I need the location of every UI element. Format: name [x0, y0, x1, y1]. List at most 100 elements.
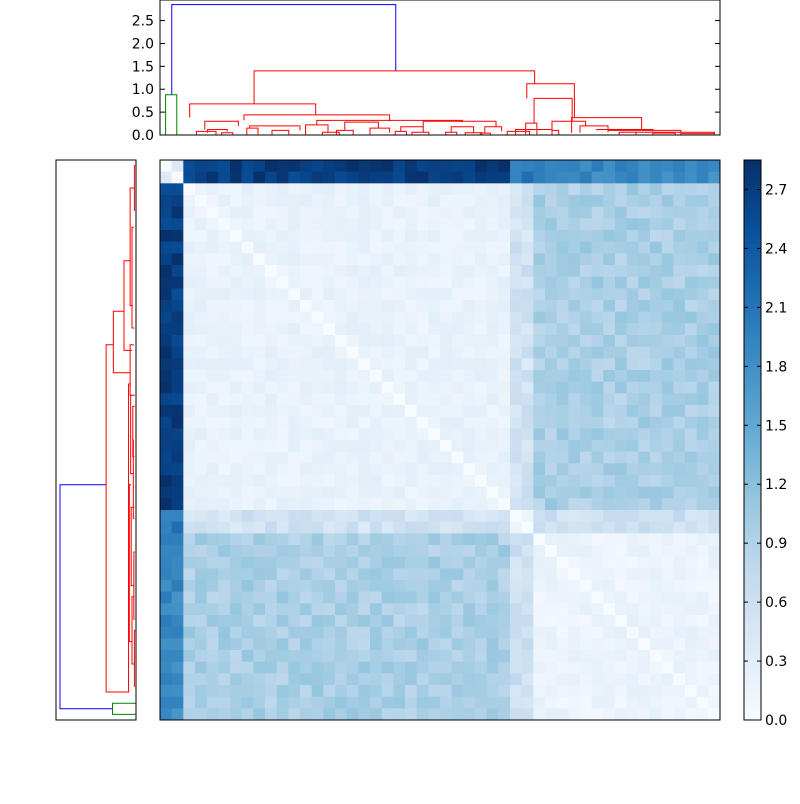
heatmap-cell	[568, 638, 581, 651]
heatmap-cell	[696, 241, 709, 254]
heatmap-cell	[696, 510, 709, 523]
colorbar-segment	[744, 360, 761, 365]
heatmap-cell	[416, 591, 429, 604]
heatmap-cell	[440, 510, 453, 523]
heatmap-cell	[428, 358, 441, 371]
heatmap-cell	[370, 428, 383, 441]
heatmap-cell	[206, 568, 219, 581]
heatmap-cell	[346, 311, 359, 324]
heatmap-cell	[358, 381, 371, 394]
heatmap-cell	[171, 685, 184, 698]
heatmap-cell	[521, 510, 534, 523]
heatmap-cell	[556, 416, 569, 429]
heatmap-cell	[708, 160, 721, 173]
heatmap-cell	[288, 311, 301, 324]
heatmap-cell	[603, 288, 616, 301]
colorbar-segment	[744, 648, 761, 653]
heatmap-cell	[346, 615, 359, 628]
colorbar-segment	[744, 600, 761, 605]
heatmap-cell	[241, 241, 254, 254]
heatmap-cell	[498, 650, 511, 663]
heatmap-cell	[440, 440, 453, 453]
top-dendrogram-link	[464, 132, 483, 135]
heatmap-cell	[510, 451, 523, 464]
heatmap-cell	[568, 230, 581, 243]
heatmap-cell	[451, 393, 464, 406]
heatmap-cell	[545, 533, 558, 546]
heatmap-cell	[416, 311, 429, 324]
colorbar-segment	[744, 416, 761, 421]
heatmap-cell	[521, 475, 534, 488]
heatmap-cell	[405, 451, 418, 464]
heatmap-cell	[358, 276, 371, 289]
heatmap-cell	[626, 556, 639, 569]
heatmap-cell	[253, 533, 266, 546]
heatmap-cell	[195, 195, 208, 208]
top-dendrogram-link	[344, 121, 379, 131]
heatmap-cell	[615, 253, 628, 266]
heatmap-cell	[696, 696, 709, 709]
colorbar-tick-label: 1.8	[765, 359, 787, 375]
heatmap-cell	[475, 381, 488, 394]
heatmap-cell	[685, 650, 698, 663]
heatmap-cell	[673, 521, 686, 534]
heatmap-cell	[311, 673, 324, 686]
heatmap-cell	[463, 440, 476, 453]
heatmap-cell	[381, 708, 394, 721]
heatmap-cell	[195, 685, 208, 698]
heatmap-cell	[416, 521, 429, 534]
heatmap-cell	[416, 288, 429, 301]
heatmap-cell	[521, 568, 534, 581]
heatmap-cell	[323, 265, 336, 278]
heatmap-cell	[650, 370, 663, 383]
heatmap-cell	[475, 416, 488, 429]
heatmap-cell	[638, 335, 651, 348]
top-dendrogram-link	[305, 124, 329, 135]
top-dendrogram-link	[335, 129, 354, 135]
heatmap-cell	[195, 300, 208, 313]
colorbar-segment	[744, 664, 761, 669]
heatmap-cell	[498, 475, 511, 488]
heatmap-cell	[451, 510, 464, 523]
heatmap-cell	[463, 393, 476, 406]
heatmap-cell	[475, 661, 488, 674]
heatmap-cell	[253, 696, 266, 709]
colorbar-segment	[744, 300, 761, 305]
heatmap-cell	[580, 160, 593, 173]
heatmap-cell	[428, 603, 441, 616]
top-dendrogram-link	[400, 126, 424, 133]
heatmap	[159, 159, 721, 721]
heatmap-cell	[615, 440, 628, 453]
heatmap-cell	[358, 160, 371, 173]
heatmap-cell	[626, 498, 639, 511]
heatmap-cell	[545, 440, 558, 453]
heatmap-cell	[521, 393, 534, 406]
heatmap-cell	[358, 195, 371, 208]
heatmap-cell	[206, 405, 219, 418]
heatmap-cell	[580, 311, 593, 324]
heatmap-cell	[288, 603, 301, 616]
heatmap-cell	[370, 510, 383, 523]
heatmap-cell	[685, 533, 698, 546]
colorbar-segment	[744, 692, 761, 697]
heatmap-cell	[603, 160, 616, 173]
heatmap-cell	[300, 160, 313, 173]
heatmap-cell	[603, 556, 616, 569]
heatmap-cell	[346, 580, 359, 593]
heatmap-cell	[195, 230, 208, 243]
heatmap-cell	[381, 265, 394, 278]
heatmap-cell	[615, 405, 628, 418]
heatmap-cell	[615, 428, 628, 441]
heatmap-cell	[661, 521, 674, 534]
heatmap-cell	[428, 696, 441, 709]
heatmap-cell	[241, 498, 254, 511]
heatmap-cell	[241, 440, 254, 453]
heatmap-cell	[230, 498, 243, 511]
heatmap-cell	[241, 183, 254, 196]
colorbar-segment	[744, 536, 761, 541]
heatmap-cell	[370, 451, 383, 464]
heatmap-cell	[416, 650, 429, 663]
colorbar-segment	[744, 456, 761, 461]
heatmap-cell	[661, 440, 674, 453]
heatmap-cell	[218, 311, 231, 324]
